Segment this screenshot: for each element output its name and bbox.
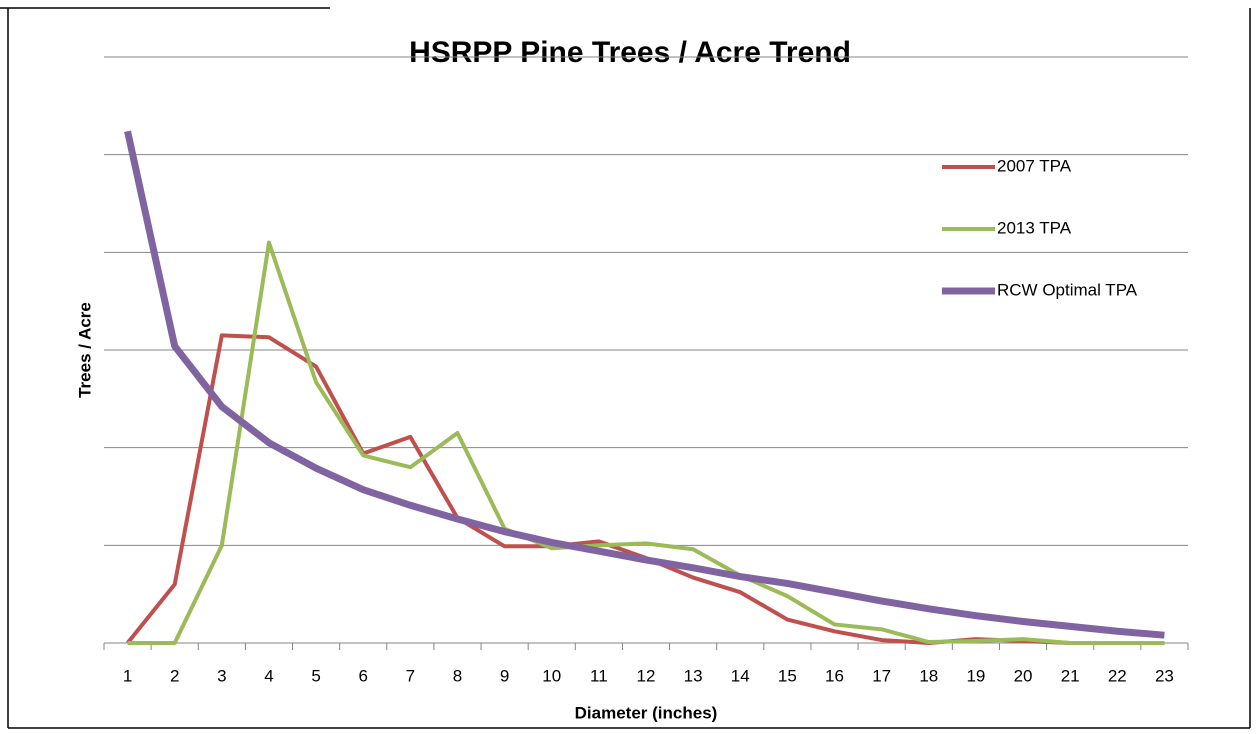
x-tick-label: 10 [542,666,561,685]
series-line [126,333,1165,645]
x-tick-label: 17 [872,666,891,685]
x-tick-label: 16 [825,666,844,685]
x-tick-label: 4 [264,666,273,685]
series-line [127,240,1165,645]
x-tick-label: 3 [217,666,226,685]
x-tick-label: 2 [170,666,179,685]
x-tick-label: 20 [1014,666,1033,685]
x-tick-label: 5 [311,666,320,685]
legend-label: 2013 TPA [997,218,1072,237]
x-tick-label: 12 [637,666,656,685]
x-tick-label: 9 [500,666,509,685]
x-tick-label: 21 [1061,666,1080,685]
x-tick-label: 11 [590,666,608,685]
x-tick-label: 13 [684,666,703,685]
series-line [124,130,1165,639]
x-tick-label: 23 [1155,666,1174,685]
y-axis-label: Trees / Acre [75,302,94,398]
x-tick-label: 22 [1108,666,1127,685]
x-axis-label: Diameter (inches) [575,703,718,722]
x-tick-label: 1 [123,666,132,685]
x-tick-label: 19 [966,666,985,685]
x-tick-label: 8 [453,666,462,685]
legend-label: 2007 TPA [997,156,1072,175]
x-tick-label: 15 [778,666,797,685]
x-tick-label: 7 [406,666,415,685]
x-tick-label: 14 [731,666,750,685]
legend-label: RCW Optimal TPA [997,280,1138,299]
x-tick-label: 6 [358,666,367,685]
chart-title: HSRPP Pine Trees / Acre Trend [409,36,851,69]
x-tick-label: 18 [919,666,938,685]
